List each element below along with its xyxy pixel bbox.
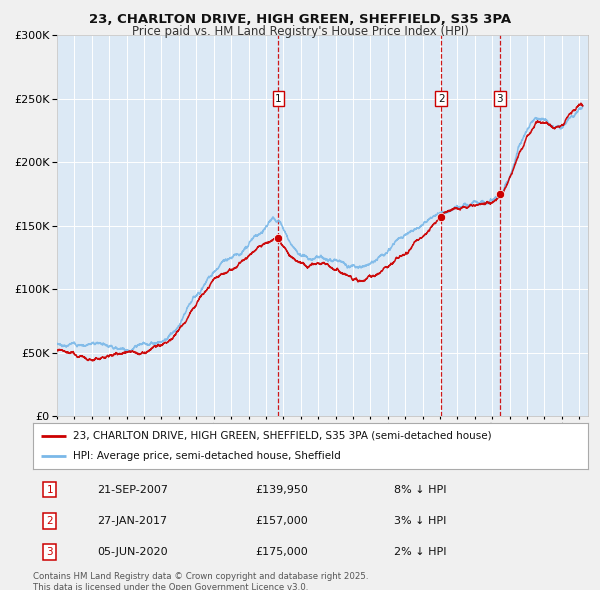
Text: 27-JAN-2017: 27-JAN-2017 <box>97 516 167 526</box>
Text: 23, CHARLTON DRIVE, HIGH GREEN, SHEFFIELD, S35 3PA (semi-detached house): 23, CHARLTON DRIVE, HIGH GREEN, SHEFFIEL… <box>73 431 491 441</box>
Text: Contains HM Land Registry data © Crown copyright and database right 2025.
This d: Contains HM Land Registry data © Crown c… <box>33 572 368 590</box>
Text: 05-JUN-2020: 05-JUN-2020 <box>97 547 167 557</box>
Text: 3: 3 <box>46 547 53 557</box>
Text: 2: 2 <box>438 94 445 104</box>
Text: 3: 3 <box>496 94 503 104</box>
Text: 2: 2 <box>46 516 53 526</box>
Text: 23, CHARLTON DRIVE, HIGH GREEN, SHEFFIELD, S35 3PA: 23, CHARLTON DRIVE, HIGH GREEN, SHEFFIEL… <box>89 13 511 26</box>
Text: HPI: Average price, semi-detached house, Sheffield: HPI: Average price, semi-detached house,… <box>73 451 341 461</box>
Text: 21-SEP-2007: 21-SEP-2007 <box>97 484 168 494</box>
Text: 3% ↓ HPI: 3% ↓ HPI <box>394 516 446 526</box>
Text: £175,000: £175,000 <box>255 547 308 557</box>
Text: 2% ↓ HPI: 2% ↓ HPI <box>394 547 446 557</box>
Text: 8% ↓ HPI: 8% ↓ HPI <box>394 484 446 494</box>
Text: 1: 1 <box>275 94 282 104</box>
Text: £139,950: £139,950 <box>255 484 308 494</box>
Text: Price paid vs. HM Land Registry's House Price Index (HPI): Price paid vs. HM Land Registry's House … <box>131 25 469 38</box>
Text: £157,000: £157,000 <box>255 516 308 526</box>
Text: 1: 1 <box>46 484 53 494</box>
